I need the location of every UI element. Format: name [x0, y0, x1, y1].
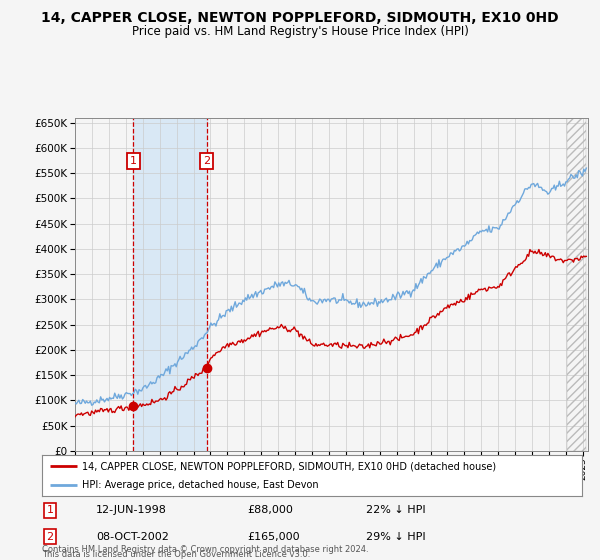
Text: HPI: Average price, detached house, East Devon: HPI: Average price, detached house, East… [83, 480, 319, 489]
Text: £88,000: £88,000 [247, 505, 293, 515]
Text: 14, CAPPER CLOSE, NEWTON POPPLEFORD, SIDMOUTH, EX10 0HD (detached house): 14, CAPPER CLOSE, NEWTON POPPLEFORD, SID… [83, 461, 497, 471]
Text: 29% ↓ HPI: 29% ↓ HPI [366, 531, 425, 542]
Text: Contains HM Land Registry data © Crown copyright and database right 2024.: Contains HM Land Registry data © Crown c… [42, 545, 368, 554]
Text: 2: 2 [203, 156, 210, 166]
Text: 2: 2 [47, 531, 53, 542]
Text: 14, CAPPER CLOSE, NEWTON POPPLEFORD, SIDMOUTH, EX10 0HD: 14, CAPPER CLOSE, NEWTON POPPLEFORD, SID… [41, 11, 559, 25]
Text: Price paid vs. HM Land Registry's House Price Index (HPI): Price paid vs. HM Land Registry's House … [131, 25, 469, 38]
Text: 1: 1 [47, 505, 53, 515]
Text: 08-OCT-2002: 08-OCT-2002 [96, 531, 169, 542]
Text: 12-JUN-1998: 12-JUN-1998 [96, 505, 167, 515]
Text: 1: 1 [130, 156, 137, 166]
Text: £165,000: £165,000 [247, 531, 300, 542]
Bar [133, 118, 206, 451]
Text: 22% ↓ HPI: 22% ↓ HPI [366, 505, 425, 515]
Text: This data is licensed under the Open Government Licence v3.0.: This data is licensed under the Open Gov… [42, 550, 310, 559]
